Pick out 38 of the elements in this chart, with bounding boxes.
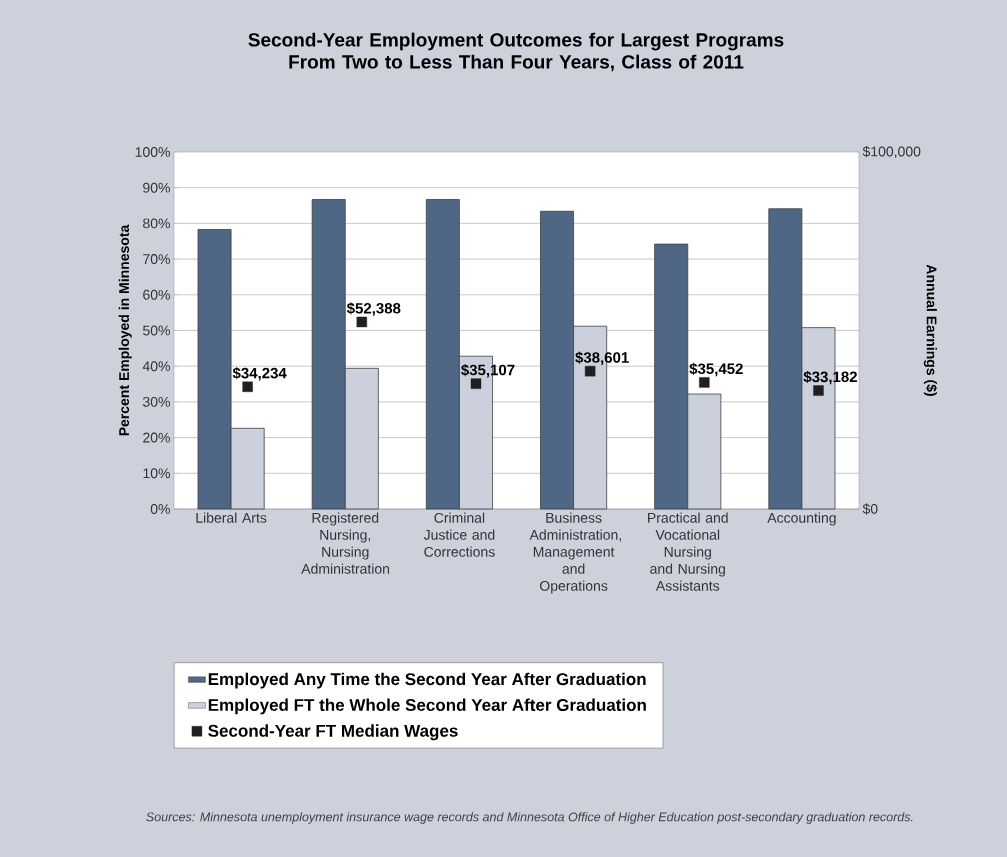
point xyxy=(356,316,368,328)
legend-label: Second-Year FT Median Wages xyxy=(208,724,458,741)
y-tick-label: 40% xyxy=(142,361,170,372)
x-tick-label: Practical and Vocational Nursing and Nursing Assistants xyxy=(648,512,728,591)
y-tick-label: 0% xyxy=(150,504,170,514)
x-tick-label: Criminal Justice and Corrections xyxy=(423,512,495,557)
legend-label: Employed Any Time the Second Year After Graduation xyxy=(208,672,646,689)
data-label: $35,452 xyxy=(689,362,743,377)
data-label: $34,234 xyxy=(232,367,287,381)
source-note: Sources: Minnesota unemployment insurance wage records and Minnesota Office of Higher Education post-secondary graduation records. xyxy=(146,812,913,824)
data-label: $52,388 xyxy=(346,302,401,316)
y-tick-label: 70% xyxy=(143,254,170,265)
y-tick-label: 50% xyxy=(143,325,170,336)
data-label: $33,182 xyxy=(803,370,857,385)
y-axis-title: Percent Employed in Minnesota xyxy=(118,224,132,436)
y-tick-label: 80% xyxy=(143,218,170,229)
point xyxy=(813,385,824,396)
data-label: $35,107 xyxy=(461,364,515,378)
y-tick-label: 20% xyxy=(143,432,170,443)
point xyxy=(242,381,253,392)
y-tick-label: 60% xyxy=(143,289,170,300)
y-tick-label: 100% xyxy=(135,147,170,157)
x-tick-label: Liberal Arts xyxy=(196,512,267,523)
y-tick-label: 10% xyxy=(143,468,170,479)
x-tick-label: Registered Nursing, Nursing Administration xyxy=(301,512,390,574)
y2-tick-label: $100,000 xyxy=(862,145,921,159)
legend-label: Employed FT the Whole Second Year After Graduation xyxy=(208,698,646,715)
y-tick-label: 90% xyxy=(143,182,170,193)
point xyxy=(699,377,710,388)
y2-axis-title: Annual Earnings ($) xyxy=(923,264,938,396)
y2-tick-label: $0 xyxy=(862,503,878,515)
x-tick-label: Business Administration, Management and Operations xyxy=(529,512,621,594)
y-tick-label: 30% xyxy=(142,396,170,407)
chart-title: Second-Year Employment Outcomes for Largest Programs From Two to Less Than Four Years, Class of 2011 xyxy=(248,32,784,72)
data-label: $38,601 xyxy=(575,351,629,365)
x-tick-label: Accounting xyxy=(767,512,836,526)
point xyxy=(584,365,596,377)
point xyxy=(470,378,482,389)
